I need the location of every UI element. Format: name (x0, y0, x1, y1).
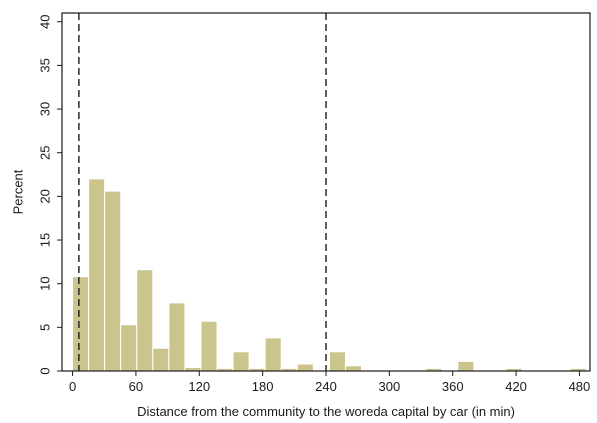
y-tick-label: 20 (38, 189, 53, 203)
histogram-bar (296, 363, 314, 372)
histogram-bar (457, 360, 475, 372)
y-axis: 0 5 10 15 20 25 30 35 40 (38, 14, 62, 375)
x-axis-title: Distance from the community to the wored… (137, 404, 515, 419)
x-tick-label: 180 (252, 379, 274, 394)
x-tick-label: 480 (569, 379, 591, 394)
y-tick-label: 30 (38, 102, 53, 116)
y-tick-label: 5 (38, 324, 53, 331)
histogram-bar (344, 365, 362, 372)
x-axis: 0 60 120 180 240 300 360 420 480 (69, 371, 590, 394)
x-tick-label: 0 (69, 379, 76, 394)
y-tick-label: 10 (38, 276, 53, 290)
reference-lines-layer (78, 13, 327, 371)
histogram-bar (88, 178, 106, 372)
y-tick-label: 15 (38, 233, 53, 247)
histogram-bar (136, 269, 154, 372)
histogram-bar (120, 324, 138, 372)
histogram-bar (104, 190, 122, 372)
y-tick-label: 25 (38, 145, 53, 159)
histogram-bar (232, 351, 250, 372)
histogram-bar (168, 302, 186, 372)
x-tick-label: 360 (442, 379, 464, 394)
histogram-bar (72, 276, 90, 372)
y-axis-title: Percent (11, 169, 26, 214)
x-tick-label: 240 (315, 379, 337, 394)
x-tick-label: 120 (188, 379, 210, 394)
y-tick-label: 40 (38, 14, 53, 28)
histogram-bar (200, 320, 218, 372)
y-tick-label: 0 (38, 367, 53, 374)
bars-layer (72, 178, 587, 372)
histogram-bar (152, 347, 170, 372)
y-tick-label: 35 (38, 58, 53, 72)
histogram-bar (264, 337, 282, 372)
histogram-bar (328, 351, 346, 372)
x-tick-label: 60 (129, 379, 143, 394)
x-tick-label: 300 (379, 379, 401, 394)
x-tick-label: 420 (505, 379, 527, 394)
